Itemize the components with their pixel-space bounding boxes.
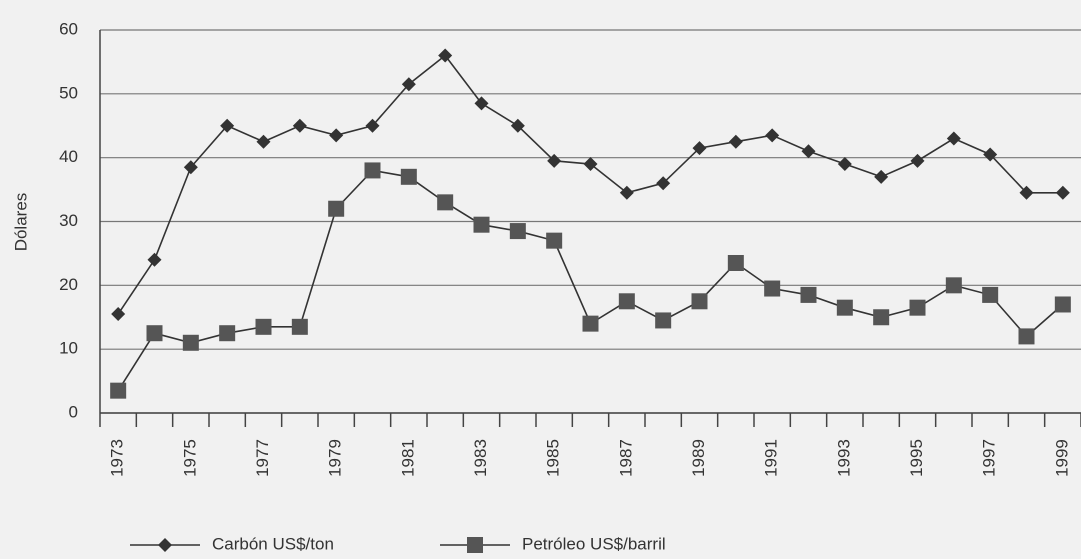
- marker: [328, 200, 345, 217]
- series-line: [117, 169, 1064, 392]
- marker: [329, 128, 344, 143]
- y-tick-label: 50: [59, 83, 78, 102]
- marker: [220, 118, 235, 133]
- marker: [111, 307, 126, 322]
- x-tick-label: 1973: [108, 439, 127, 477]
- marker: [401, 77, 416, 92]
- x-tick-label: 1987: [616, 439, 635, 477]
- marker: [437, 194, 454, 211]
- marker: [364, 162, 381, 179]
- y-tick-label: 20: [59, 275, 78, 294]
- marker: [400, 168, 417, 185]
- marker: [656, 176, 671, 191]
- marker: [182, 334, 199, 351]
- marker: [1018, 328, 1035, 345]
- marker: [764, 280, 781, 297]
- x-tick-label: 1977: [253, 439, 272, 477]
- marker: [547, 153, 562, 168]
- marker: [983, 147, 998, 162]
- marker: [438, 48, 453, 63]
- x-tick-label: 1985: [544, 439, 563, 477]
- marker: [582, 315, 599, 332]
- marker: [146, 325, 163, 342]
- marker: [909, 299, 926, 316]
- y-tick-label: 60: [59, 19, 78, 38]
- marker: [509, 223, 526, 240]
- x-tick-label: 1999: [1052, 439, 1071, 477]
- marker: [874, 169, 889, 184]
- x-tick-label: 1991: [762, 439, 781, 477]
- marker: [946, 131, 961, 146]
- marker: [510, 118, 525, 133]
- marker: [1054, 296, 1071, 313]
- y-tick-label: 40: [59, 147, 78, 166]
- marker: [619, 185, 634, 200]
- legend-marker: [467, 537, 483, 553]
- marker: [147, 252, 162, 267]
- x-tick-label: 1983: [471, 439, 490, 477]
- y-tick-label: 10: [59, 339, 78, 358]
- y-tick-label: 30: [59, 211, 78, 230]
- marker: [583, 157, 598, 172]
- marker: [110, 382, 127, 399]
- marker: [1019, 185, 1034, 200]
- marker: [183, 160, 198, 175]
- marker: [982, 286, 999, 303]
- marker: [836, 299, 853, 316]
- marker: [655, 312, 672, 329]
- marker: [945, 277, 962, 294]
- x-tick-label: 1979: [326, 439, 345, 477]
- marker: [365, 118, 380, 133]
- x-tick-label: 1981: [398, 439, 417, 477]
- marker: [873, 309, 890, 326]
- legend-label: Petróleo US$/barril: [522, 534, 666, 553]
- x-tick-label: 1995: [907, 439, 926, 477]
- x-tick-label: 1997: [980, 439, 999, 477]
- marker: [837, 157, 852, 172]
- x-tick-label: 1993: [834, 439, 853, 477]
- marker: [546, 232, 563, 249]
- y-axis-label: Dólares: [11, 193, 30, 252]
- legend-label: Carbón US$/ton: [212, 534, 334, 553]
- x-tick-label: 1975: [180, 439, 199, 477]
- marker: [801, 144, 816, 159]
- marker: [765, 128, 780, 143]
- marker: [618, 293, 635, 310]
- marker: [800, 286, 817, 303]
- marker: [728, 134, 743, 149]
- marker: [256, 134, 271, 149]
- legend-marker: [158, 538, 172, 552]
- marker: [255, 318, 272, 335]
- marker: [691, 293, 708, 310]
- marker: [692, 141, 707, 156]
- marker: [473, 216, 490, 233]
- x-tick-label: 1989: [689, 439, 708, 477]
- marker: [1055, 185, 1070, 200]
- marker: [910, 153, 925, 168]
- marker: [292, 118, 307, 133]
- y-tick-label: 0: [69, 402, 78, 421]
- marker: [727, 254, 744, 271]
- marker: [474, 96, 489, 111]
- marker: [219, 325, 236, 342]
- marker: [291, 318, 308, 335]
